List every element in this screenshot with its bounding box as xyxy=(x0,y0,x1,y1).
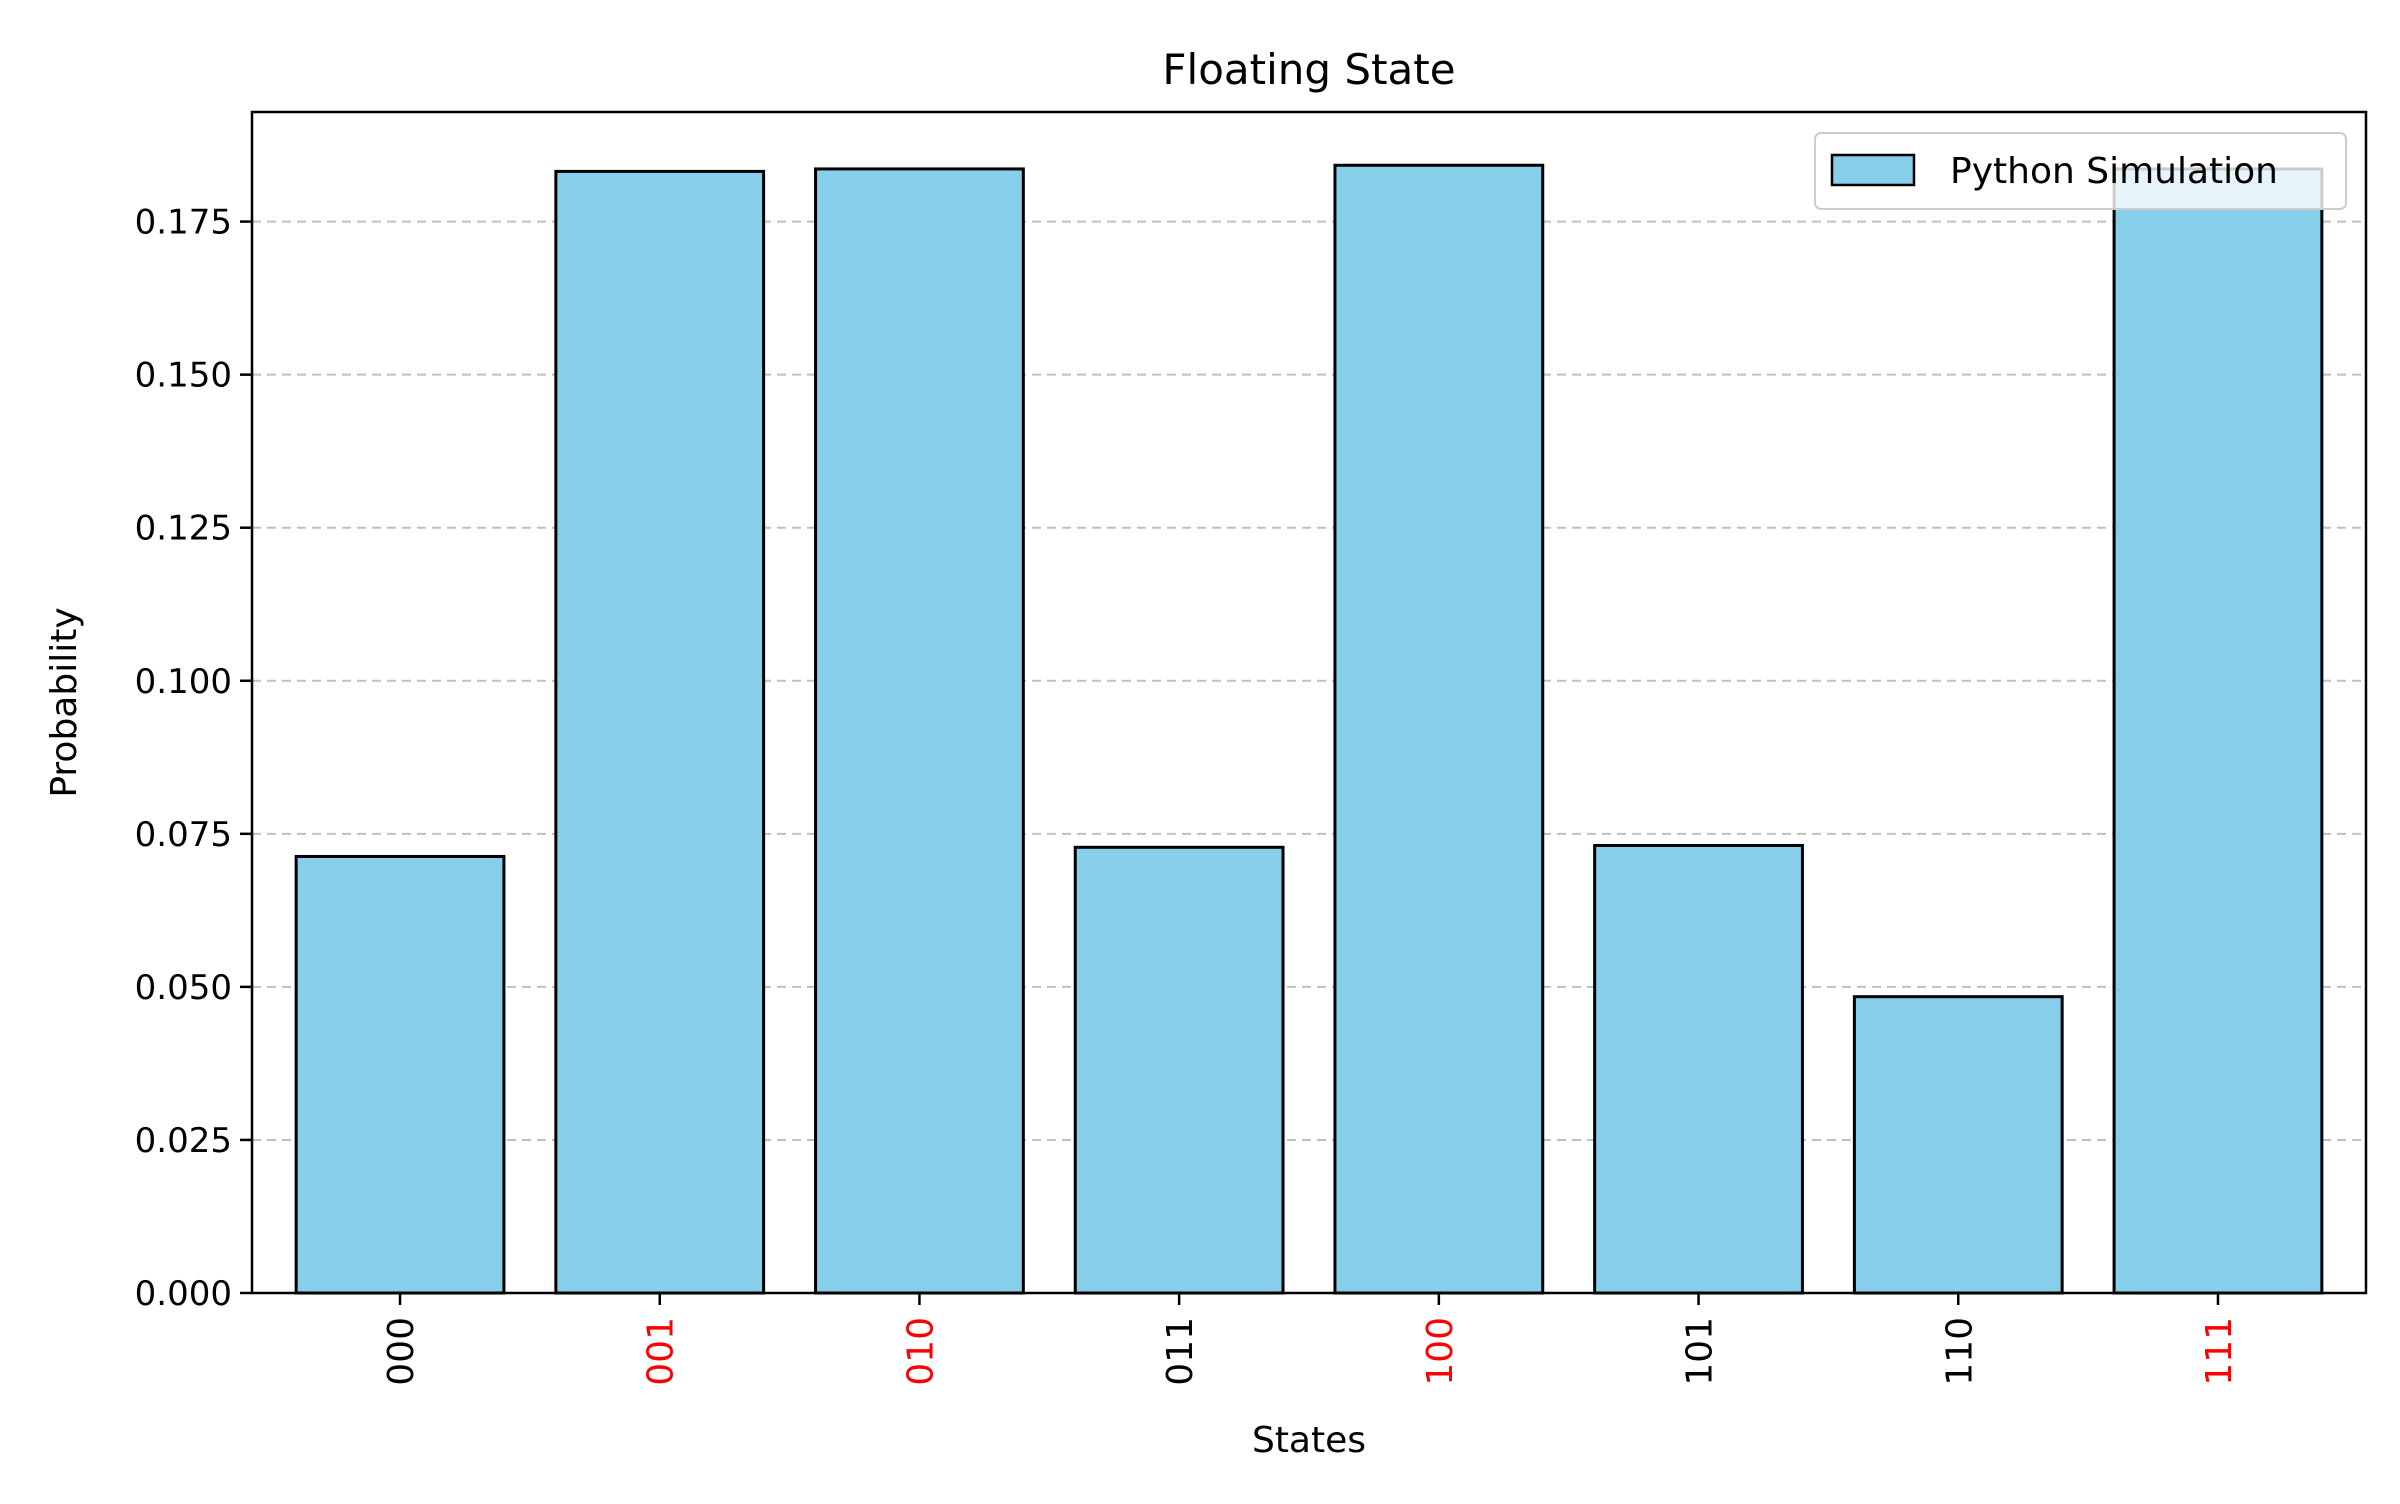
legend-box xyxy=(1814,132,2347,210)
y-tick-label: 0.000 xyxy=(135,1274,232,1314)
chart-title: Floating State xyxy=(1162,45,1455,94)
y-tick-label: 0.050 xyxy=(135,968,232,1008)
bar-110 xyxy=(1852,995,2064,1295)
x-axis: 000 001 010 011 100 101 110 111 xyxy=(381,1293,2240,1386)
bar-100 xyxy=(1333,163,1545,1295)
x-tick-label: 000 xyxy=(381,1317,422,1386)
y-axis-title: Probability xyxy=(44,607,85,797)
x-tick-label: 110 xyxy=(1939,1317,1980,1386)
y-tick-label: 0.025 xyxy=(135,1121,232,1161)
x-tick-label: 111 xyxy=(2199,1317,2240,1386)
legend: Python Simulation xyxy=(1814,132,2347,210)
bar-000 xyxy=(294,854,506,1295)
x-tick-label: 001 xyxy=(641,1317,682,1386)
bar-011 xyxy=(1073,845,1285,1295)
y-axis: 0.000 0.025 0.050 0.075 0.100 0.125 0.150 0.175 xyxy=(135,203,252,1314)
x-tick-label: 011 xyxy=(1160,1317,1201,1386)
y-tick-label: 0.125 xyxy=(135,509,232,549)
bar-001 xyxy=(554,169,766,1295)
bar-010 xyxy=(814,167,1025,1295)
plot-frame xyxy=(250,110,2368,1295)
y-tick-label: 0.075 xyxy=(135,815,232,855)
bar-111 xyxy=(2112,167,2324,1295)
legend-label: Python Simulation xyxy=(1950,151,2278,192)
x-axis-title: States xyxy=(1252,1420,1366,1461)
y-tick-label: 0.100 xyxy=(135,662,232,702)
bar-101 xyxy=(1593,843,1804,1295)
bars-layer xyxy=(294,163,2324,1295)
y-tick-label: 0.150 xyxy=(135,356,232,396)
legend-swatch xyxy=(1830,153,1916,187)
x-tick-label: 100 xyxy=(1420,1317,1461,1386)
x-tick-label: 010 xyxy=(900,1317,941,1386)
y-tick-label: 0.175 xyxy=(135,203,232,243)
x-tick-label: 101 xyxy=(1680,1317,1721,1386)
